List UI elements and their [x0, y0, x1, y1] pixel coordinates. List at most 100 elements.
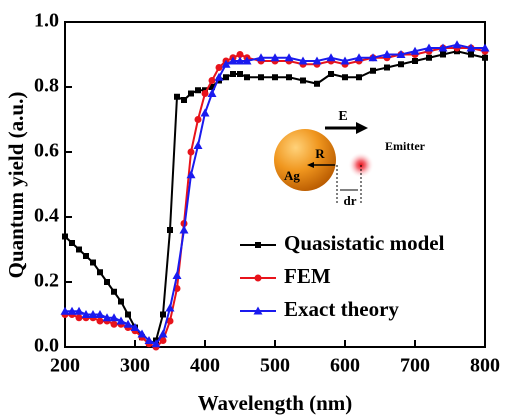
marker: [426, 54, 432, 61]
marker: [242, 56, 252, 65]
marker: [452, 40, 462, 49]
marker: [354, 53, 364, 62]
series-line: [64, 50, 486, 345]
legend-label: FEM: [284, 264, 331, 288]
marker: [340, 56, 350, 65]
marker: [237, 71, 243, 77]
marker: [60, 306, 70, 315]
legend-marker: [255, 242, 261, 248]
marker: [179, 225, 189, 234]
marker: [342, 74, 348, 81]
inset-diagram: E Emitter R Ag dr: [274, 109, 426, 208]
marker: [165, 303, 175, 312]
series-line: [65, 47, 486, 349]
annotation: Ag: [284, 168, 300, 183]
marker: [284, 53, 294, 62]
marker: [270, 53, 280, 62]
legend-marker: [253, 306, 263, 315]
marker: [172, 271, 182, 279]
marker: [207, 89, 217, 97]
marker: [75, 314, 83, 322]
marker: [96, 317, 104, 325]
annotation: E: [338, 109, 347, 124]
marker: [116, 316, 126, 325]
marker: [382, 50, 392, 58]
annotation: dr: [344, 193, 357, 208]
marker: [326, 53, 336, 62]
marker: [209, 84, 215, 90]
marker: [166, 317, 174, 325]
marker: [90, 259, 96, 266]
y-tick-label: 0.6: [34, 140, 59, 162]
marker: [125, 311, 131, 318]
marker: [438, 43, 448, 52]
marker: [424, 43, 434, 52]
marker: [215, 64, 223, 71]
marker: [368, 53, 378, 62]
marker: [314, 80, 320, 87]
y-tick-label: 1.0: [34, 10, 59, 32]
marker: [186, 170, 196, 179]
marker: [286, 74, 292, 81]
marker: [482, 54, 488, 61]
x-tick-label: 200: [50, 355, 80, 377]
marker: [159, 337, 167, 344]
marker: [244, 74, 250, 81]
marker: [201, 90, 209, 97]
marker: [67, 306, 77, 315]
marker: [160, 311, 166, 318]
x-tick-label: 800: [470, 355, 500, 377]
marker: [144, 336, 154, 344]
marker: [151, 339, 161, 348]
marker: [221, 59, 231, 68]
marker: [109, 313, 119, 322]
marker: [83, 253, 89, 259]
y-tick-label: 0.4: [34, 205, 59, 227]
marker: [174, 93, 180, 100]
marker: [118, 298, 124, 305]
marker: [69, 240, 75, 246]
marker: [208, 77, 216, 84]
legend-label: Exact theory: [284, 297, 399, 321]
arrowhead: [356, 122, 368, 134]
marker: [181, 97, 187, 103]
x-tick-label: 400: [190, 355, 220, 377]
marker: [370, 67, 376, 74]
marker: [110, 320, 118, 328]
legend-marker: [254, 274, 262, 282]
marker: [468, 51, 474, 58]
marker: [272, 74, 278, 81]
marker: [188, 90, 194, 97]
marker: [123, 319, 133, 328]
marker: [158, 329, 168, 338]
marker: [104, 279, 110, 285]
marker: [256, 53, 266, 62]
marker: [398, 61, 404, 68]
marker: [396, 50, 406, 58]
marker: [102, 313, 112, 322]
marker: [187, 148, 195, 156]
marker: [228, 56, 238, 65]
marker: [356, 74, 362, 81]
legend-label: Quasistatic model: [284, 231, 445, 255]
marker: [167, 227, 173, 233]
x-tick-label: 300: [120, 355, 150, 377]
marker: [235, 56, 245, 65]
y-tick-label: 0.8: [34, 75, 59, 97]
marker: [193, 141, 203, 149]
series-line: [65, 43, 485, 346]
marker: [97, 269, 103, 276]
marker: [195, 87, 201, 94]
marker: [62, 233, 68, 240]
annotation: R: [315, 146, 325, 161]
marker: [258, 74, 264, 81]
y-tick-label: 0.2: [34, 270, 59, 292]
marker: [236, 51, 244, 58]
marker: [230, 71, 236, 77]
marker: [81, 310, 91, 318]
y-tick-label: 0.0: [34, 335, 59, 357]
marker: [200, 108, 210, 117]
marker: [298, 56, 308, 65]
marker: [137, 329, 147, 338]
marker: [88, 310, 98, 318]
